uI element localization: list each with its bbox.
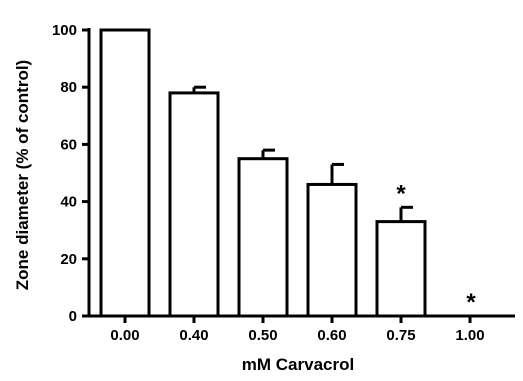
x-tick-label: 1.00 — [455, 327, 484, 344]
significance-marker: * — [466, 289, 476, 316]
bar — [306, 182, 358, 318]
y-axis-ticks: 0 20 40 60 80 100 — [52, 22, 89, 325]
bar — [237, 157, 289, 318]
x-axis-title: mM Carvacrol — [242, 355, 354, 374]
bar — [99, 28, 151, 318]
bar — [168, 91, 220, 318]
x-tick-label: 0.00 — [110, 327, 139, 344]
y-tick-label: 100 — [52, 22, 77, 39]
y-tick-label: 0 — [69, 308, 77, 325]
y-tick-label: 20 — [60, 251, 77, 268]
significance-marker: * — [396, 180, 406, 207]
y-tick-label: 60 — [60, 136, 77, 153]
x-tick-label: 0.50 — [248, 327, 277, 344]
x-tick-label: 0.75 — [386, 327, 415, 344]
y-axis-title: Zone diameter (% of control) — [13, 60, 32, 290]
y-tick-label: 40 — [60, 194, 77, 211]
plot-area: ** — [99, 28, 476, 318]
x-tick-label: 0.40 — [179, 327, 208, 344]
x-axis-ticks: 0.00 0.40 0.50 0.60 0.75 1.00 — [110, 316, 485, 344]
x-tick-label: 0.60 — [317, 327, 346, 344]
bar — [375, 220, 427, 318]
y-tick-label: 80 — [60, 79, 77, 96]
